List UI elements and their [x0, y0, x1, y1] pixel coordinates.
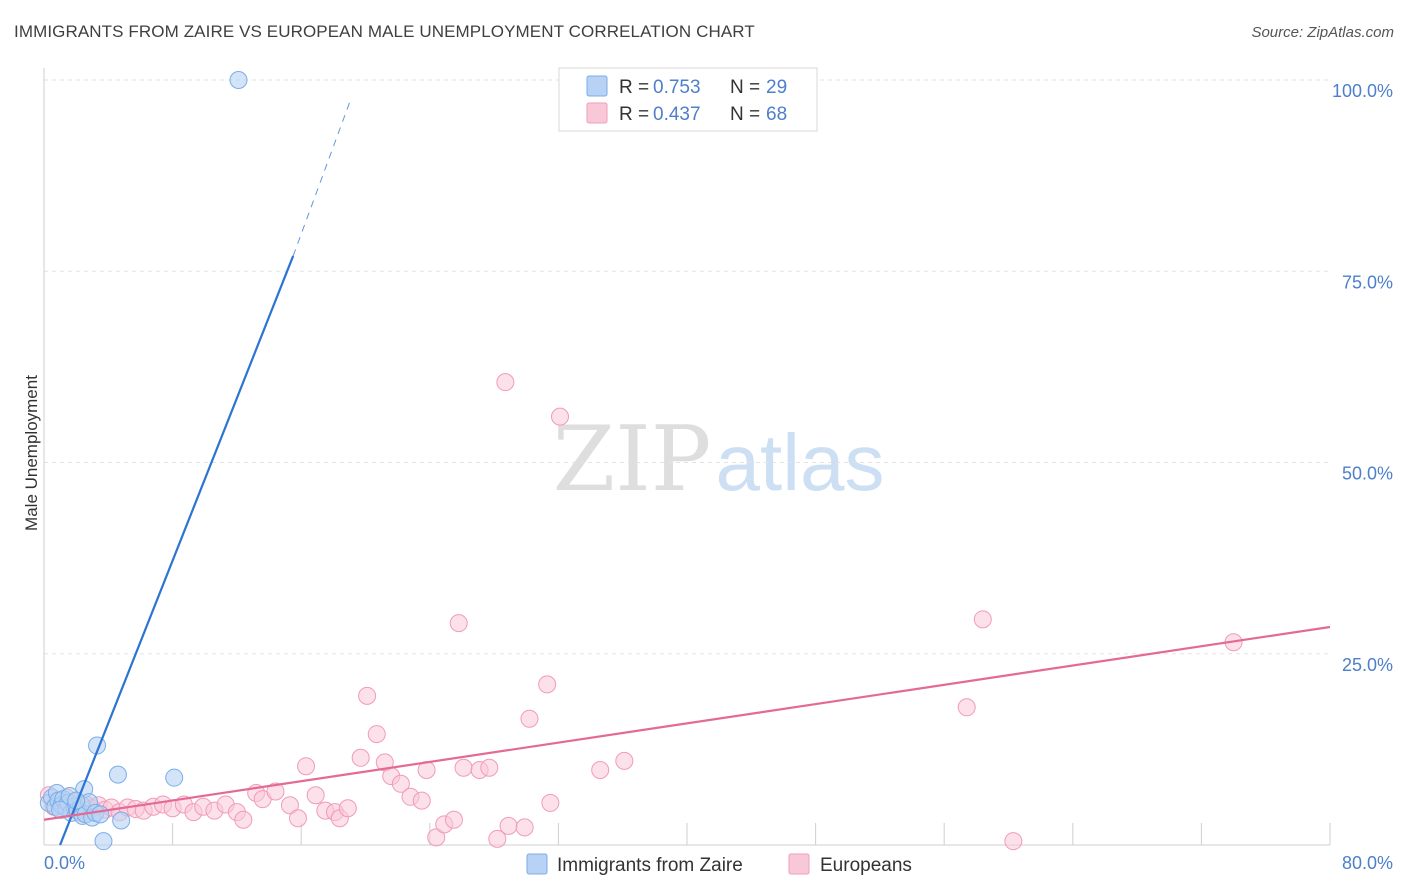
y-tick-label: 100.0% — [1332, 81, 1393, 101]
stats-legend-swatch-europeans — [586, 102, 608, 124]
data-point-europeans — [338, 799, 357, 818]
x-tick-label: 0.0% — [44, 853, 85, 873]
stats-legend-swatch-zaire — [586, 75, 608, 97]
series-zaire — [39, 71, 248, 851]
stats-legend-n-value: 68 — [766, 104, 787, 125]
data-point-europeans — [591, 761, 610, 780]
stats-legend-r-value: 0.437 — [653, 104, 701, 125]
chart-title: IMMIGRANTS FROM ZAIRE VS EUROPEAN MALE U… — [14, 22, 755, 41]
data-point-europeans — [454, 758, 473, 777]
watermark: ZIP atlas — [553, 407, 885, 512]
data-point-europeans — [551, 407, 570, 426]
data-point-europeans — [1004, 832, 1023, 851]
data-point-zaire — [165, 768, 184, 787]
data-point-europeans — [412, 791, 431, 810]
data-point-europeans — [391, 774, 410, 793]
chart-source: Source: ZipAtlas.com — [1251, 24, 1394, 41]
y-tick-label: 50.0% — [1342, 464, 1393, 484]
series-europeans — [39, 373, 1243, 851]
data-point-europeans — [973, 610, 992, 629]
data-point-europeans — [480, 758, 499, 777]
stats-legend-r-label: R = — [619, 104, 649, 125]
data-point-europeans — [444, 810, 463, 829]
y-tick-label: 75.0% — [1342, 272, 1393, 292]
data-point-europeans — [499, 816, 518, 835]
watermark-zip: ZIP — [553, 407, 712, 512]
data-point-zaire — [94, 832, 113, 851]
data-point-europeans — [538, 675, 557, 694]
stats-legend-n-label: N = — [730, 77, 760, 98]
data-point-zaire — [229, 71, 248, 89]
data-point-zaire — [108, 765, 127, 784]
x-tick-label: 80.0% — [1342, 853, 1393, 873]
data-point-zaire — [91, 805, 110, 824]
data-point-europeans — [488, 829, 507, 848]
data-point-europeans — [351, 748, 370, 767]
data-point-europeans — [615, 751, 634, 770]
legend-swatch-zaire — [526, 853, 548, 875]
grid — [44, 79, 1330, 655]
legend-label-europeans: Europeans — [820, 855, 912, 876]
data-point-europeans — [297, 757, 316, 776]
data-point-europeans — [449, 614, 468, 633]
regression-line-zaire — [59, 255, 295, 846]
x-tick-labels: 0.0% 80.0% — [44, 853, 1393, 873]
stats-legend-n-label: N = — [730, 104, 760, 125]
data-point-europeans — [280, 796, 299, 815]
regression-lines — [43, 102, 1331, 846]
data-point-europeans — [515, 818, 534, 837]
stats-legend-r-label: R = — [619, 77, 649, 98]
data-point-europeans — [266, 782, 285, 801]
data-point-zaire — [112, 811, 131, 830]
regression-line-europeans — [43, 625, 1331, 821]
regression-line-zaire-extension — [292, 102, 350, 257]
legend-swatch-europeans — [788, 853, 810, 875]
stats-legend: R = 0.753 N = 29 R = 0.437 N = 68 — [558, 67, 818, 132]
data-point-europeans — [541, 793, 560, 812]
data-point-europeans — [234, 810, 253, 829]
data-point-europeans — [358, 686, 377, 705]
data-point-europeans — [427, 828, 446, 847]
data-point-europeans — [288, 809, 307, 828]
series-legend: Immigrants from Zaire Europeans — [526, 853, 912, 876]
data-point-europeans — [367, 725, 386, 744]
data-point-europeans — [520, 709, 539, 728]
stats-legend-n-value: 29 — [766, 77, 787, 98]
data-point-europeans — [306, 786, 325, 805]
y-tick-labels: 25.0% 50.0% 75.0% 100.0% — [1332, 81, 1393, 675]
data-point-europeans — [957, 698, 976, 717]
legend-label-zaire: Immigrants from Zaire — [557, 855, 743, 876]
data-point-europeans — [496, 373, 515, 392]
x-ticks — [172, 823, 1331, 845]
y-tick-label: 25.0% — [1342, 655, 1393, 675]
stats-legend-r-value: 0.753 — [653, 77, 701, 98]
